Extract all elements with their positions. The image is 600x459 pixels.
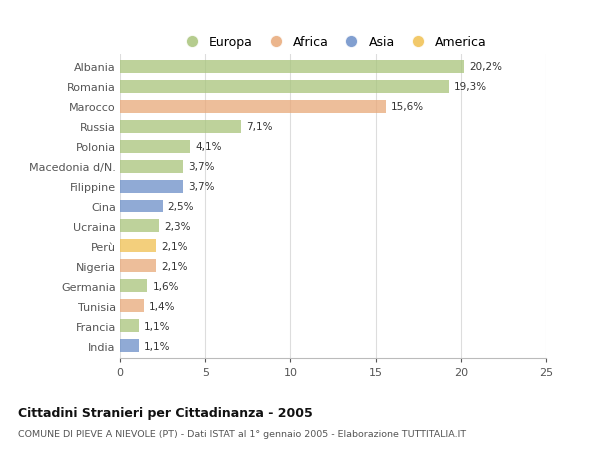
Text: 19,3%: 19,3%	[454, 82, 487, 92]
Text: 1,1%: 1,1%	[144, 341, 170, 351]
Text: Cittadini Stranieri per Cittadinanza - 2005: Cittadini Stranieri per Cittadinanza - 2…	[18, 406, 313, 419]
Bar	[120, 80, 449, 94]
Bar	[120, 140, 190, 153]
Text: 3,7%: 3,7%	[188, 162, 215, 172]
Bar	[120, 300, 144, 313]
Text: 2,1%: 2,1%	[161, 261, 187, 271]
Bar	[120, 220, 159, 233]
Text: 2,5%: 2,5%	[168, 202, 194, 212]
Bar	[120, 319, 139, 333]
Text: 2,1%: 2,1%	[161, 241, 187, 252]
Bar	[120, 101, 386, 113]
Bar	[120, 200, 163, 213]
Legend: Europa, Africa, Asia, America: Europa, Africa, Asia, America	[174, 31, 492, 54]
Text: 15,6%: 15,6%	[391, 102, 424, 112]
Bar	[120, 240, 156, 253]
Text: 2,3%: 2,3%	[164, 222, 191, 231]
Bar	[120, 260, 156, 273]
Bar	[120, 340, 139, 353]
Text: 1,1%: 1,1%	[144, 321, 170, 331]
Text: COMUNE DI PIEVE A NIEVOLE (PT) - Dati ISTAT al 1° gennaio 2005 - Elaborazione TU: COMUNE DI PIEVE A NIEVOLE (PT) - Dati IS…	[18, 429, 466, 438]
Bar	[120, 280, 147, 293]
Bar	[120, 61, 464, 73]
Text: 1,4%: 1,4%	[149, 301, 175, 311]
Bar	[120, 180, 183, 193]
Text: 7,1%: 7,1%	[246, 122, 272, 132]
Text: 4,1%: 4,1%	[195, 142, 221, 152]
Bar	[120, 120, 241, 133]
Text: 20,2%: 20,2%	[469, 62, 502, 72]
Text: 1,6%: 1,6%	[152, 281, 179, 291]
Text: 3,7%: 3,7%	[188, 182, 215, 191]
Bar	[120, 160, 183, 173]
